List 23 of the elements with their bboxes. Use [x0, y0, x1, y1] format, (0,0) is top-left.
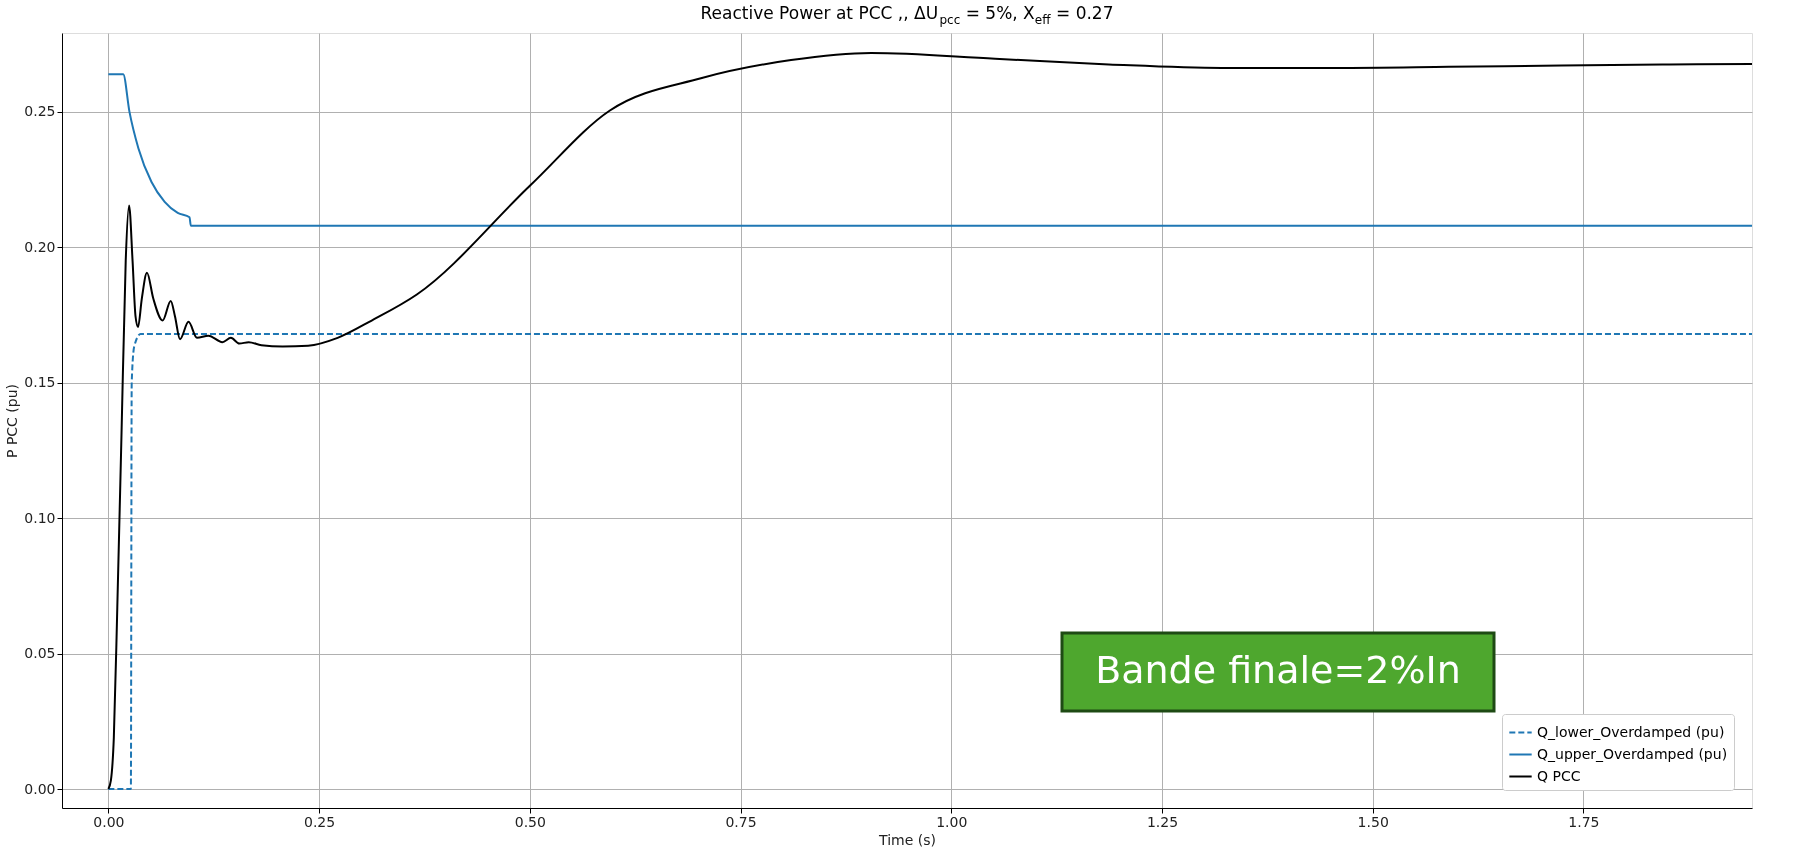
x-tick-label: 1.50	[1357, 813, 1389, 830]
x-tick-label: 1.75	[1568, 813, 1600, 830]
x-tick-label: 0.75	[725, 813, 757, 830]
line-series	[107, 52, 1753, 791]
x-tick-label: 0.00	[93, 813, 125, 830]
y-tick-label: 0.05	[24, 645, 56, 662]
x-axis-title: Time (s)	[878, 831, 936, 848]
legend-label: Q_upper_Overdamped (pu)	[1537, 745, 1728, 762]
y-tick-label: 0.15	[24, 374, 56, 391]
annotation: Bande finale=2%In	[1095, 648, 1461, 692]
line-series	[107, 333, 1753, 791]
x-tick-label: 1.00	[936, 813, 968, 830]
y-tick-label: 0.10	[24, 509, 56, 526]
x-tick-label: 0.25	[304, 813, 336, 830]
x-tick-label: 0.50	[514, 813, 546, 830]
line-series	[107, 73, 1753, 227]
x-tick-label: 1.25	[1146, 813, 1179, 830]
y-tick-label: 0.25	[24, 103, 56, 120]
legend-label: Q PCC	[1537, 767, 1581, 784]
y-tick-label: 0.20	[24, 238, 56, 255]
legend-label: Q_lower_Overdamped (pu)	[1537, 723, 1725, 740]
y-tick-label: 0.00	[24, 780, 56, 797]
y-axis-title: P PCC (pu)	[4, 383, 21, 459]
